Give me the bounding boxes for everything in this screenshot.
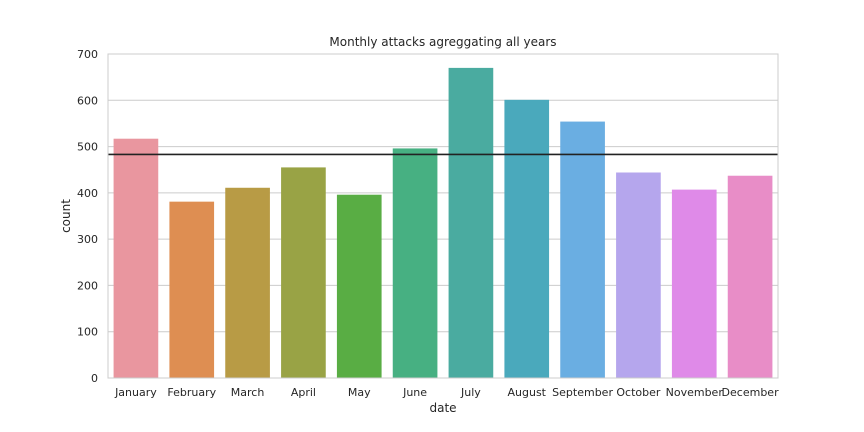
y-tick-label: 400 (77, 187, 98, 200)
bar-january (113, 138, 159, 378)
y-tick-label: 600 (77, 94, 98, 107)
bars (113, 67, 773, 378)
y-tick-label: 300 (77, 233, 98, 246)
y-tick-label: 500 (77, 141, 98, 154)
x-axis-label: date (429, 401, 456, 415)
bar-december (727, 175, 773, 378)
x-tick-label: January (114, 386, 157, 399)
x-tick-label: April (291, 386, 316, 399)
y-tick-labels: 0 100 200 300 400 500 600 700 (77, 48, 98, 385)
bar-november (671, 189, 717, 378)
x-tick-label: March (231, 386, 265, 399)
x-tick-label: June (402, 386, 427, 399)
grid-lines (108, 53, 778, 379)
x-tick-label: December (722, 386, 780, 399)
x-tick-label: May (348, 386, 371, 399)
bar-august (504, 99, 550, 378)
y-tick-label: 0 (91, 372, 98, 385)
plot-frame (107, 53, 779, 379)
x-tick-label: October (616, 386, 660, 399)
x-tick-labels: January February March April May June July Augu… (114, 386, 779, 399)
x-tick-label: July (460, 386, 481, 399)
bar-february (169, 201, 215, 378)
chart-title: Monthly attacks agreggating all years (329, 35, 556, 49)
x-tick-label: August (508, 386, 547, 399)
bar-july (448, 67, 494, 378)
bar-june (392, 148, 438, 378)
bar-may (336, 194, 382, 378)
y-tick-label: 100 (77, 326, 98, 339)
bar-september (560, 121, 605, 378)
x-tick-label: November (666, 386, 724, 399)
bar-march (225, 187, 270, 378)
y-axis-label: count (59, 199, 73, 233)
x-tick-label: September (552, 386, 613, 399)
x-tick-label: February (167, 386, 216, 399)
bar-april (281, 167, 326, 378)
y-tick-label: 700 (77, 48, 98, 61)
y-tick-label: 200 (77, 279, 98, 292)
bar-october (616, 172, 661, 378)
